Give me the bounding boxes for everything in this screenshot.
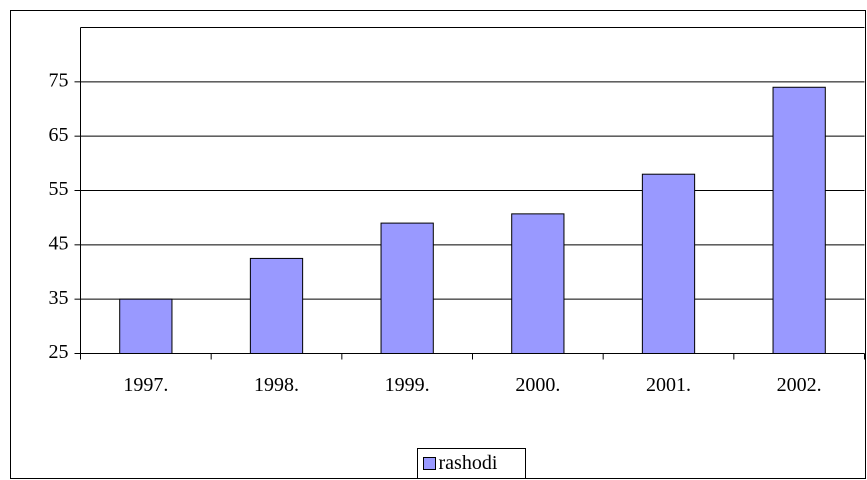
- bar: [511, 213, 565, 354]
- x-tick-label: 2002.: [777, 374, 822, 396]
- x-tick-label: 2000.: [515, 374, 560, 396]
- y-tick-label: 75: [49, 69, 69, 91]
- bar: [380, 222, 434, 354]
- x-tick-label: 1997.: [123, 374, 168, 396]
- bar: [249, 257, 304, 354]
- x-tick-label: 1998.: [254, 374, 299, 396]
- bar: [641, 173, 696, 354]
- x-tick-label: 2001.: [646, 374, 691, 396]
- y-tick-label: 35: [49, 287, 69, 309]
- y-tick-label: 55: [49, 178, 69, 200]
- legend-swatch: [423, 457, 436, 470]
- y-tick-label: 25: [49, 341, 69, 363]
- bar: [119, 298, 173, 354]
- bar: [772, 86, 826, 355]
- y-tick-label: 45: [49, 232, 69, 254]
- y-tick-label: 65: [49, 124, 69, 146]
- legend-label: rashodi: [439, 452, 498, 474]
- x-tick-label: 1999.: [385, 374, 430, 396]
